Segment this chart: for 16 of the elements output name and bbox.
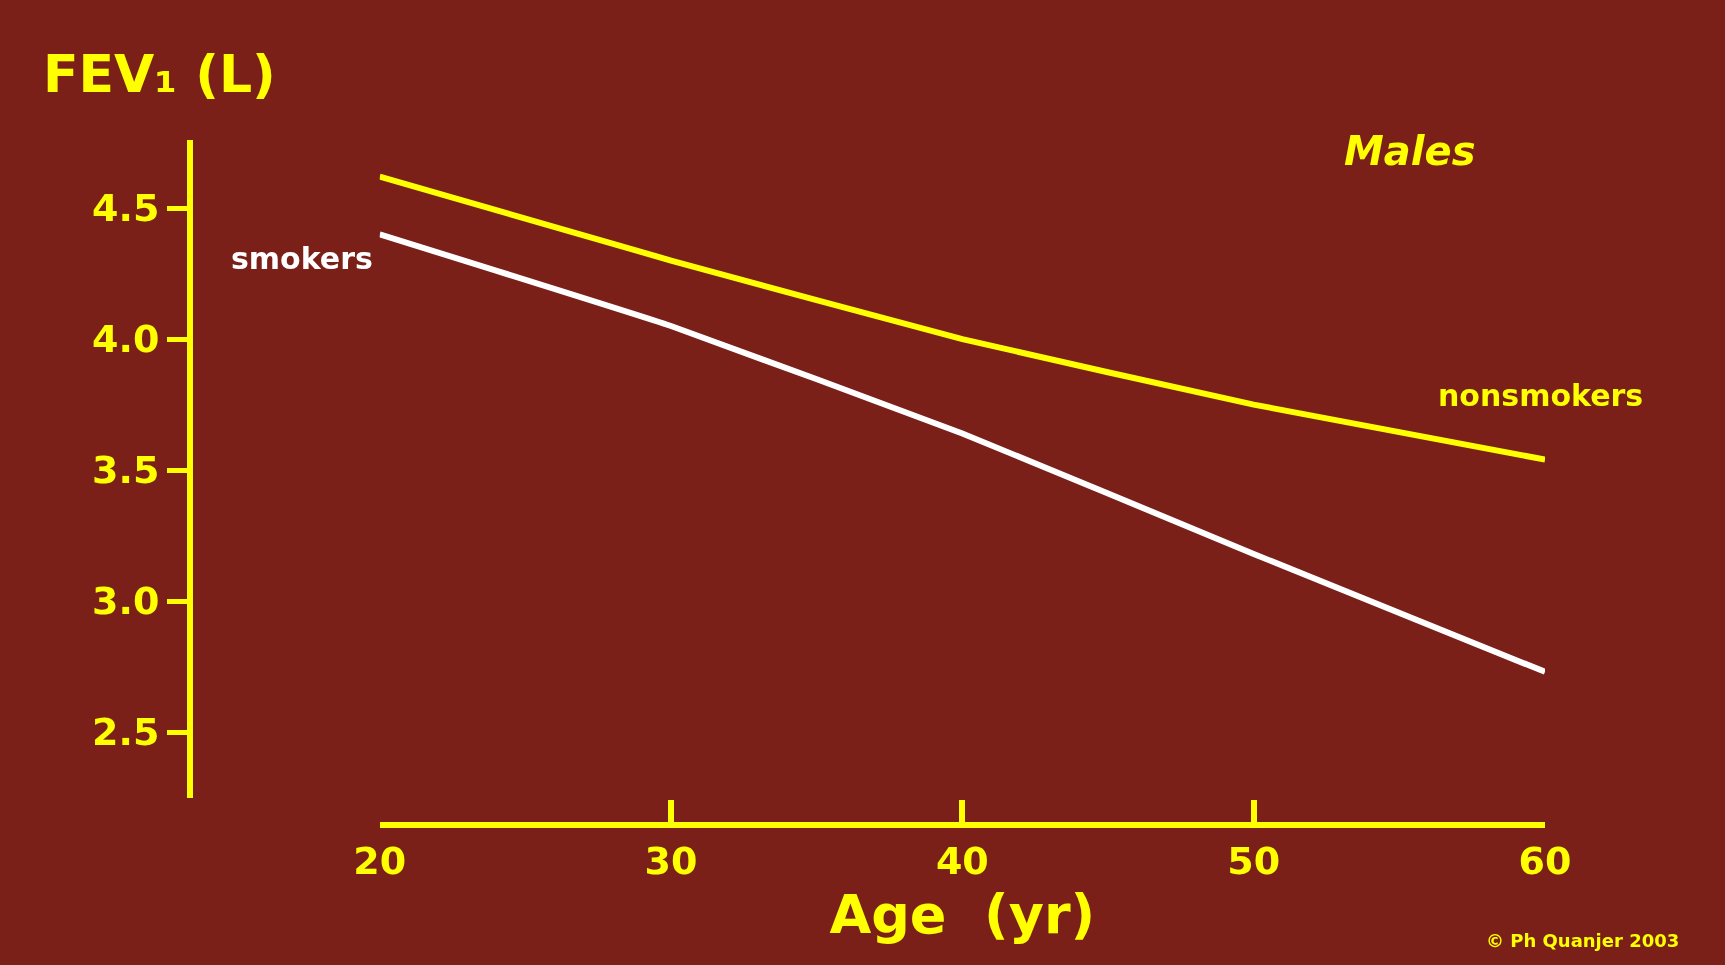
x-axis-title: Age (yr) — [829, 882, 1096, 946]
series-label: smokers — [231, 241, 373, 276]
x-tick-label: 50 — [1227, 838, 1281, 883]
y-tick-label: 3.0 — [92, 579, 160, 624]
y-tick-label: 4.5 — [92, 186, 160, 231]
text: © Ph Quanjer 2003 — [1486, 930, 1680, 951]
x-tick-label: 60 — [1518, 838, 1572, 883]
y-tick-label: 4.0 — [92, 317, 160, 362]
x-tick-label: 20 — [353, 838, 407, 883]
x-tick-label: 30 — [644, 838, 698, 883]
y-tick-label: 3.5 — [92, 448, 160, 493]
series-label: nonsmokers — [1438, 378, 1644, 413]
x-tick-label: 40 — [935, 838, 989, 883]
y-tick-label: 2.5 — [92, 710, 160, 755]
annotation: Males — [1344, 128, 1476, 174]
y-axis-title: FEV₁ (L) — [43, 44, 276, 104]
